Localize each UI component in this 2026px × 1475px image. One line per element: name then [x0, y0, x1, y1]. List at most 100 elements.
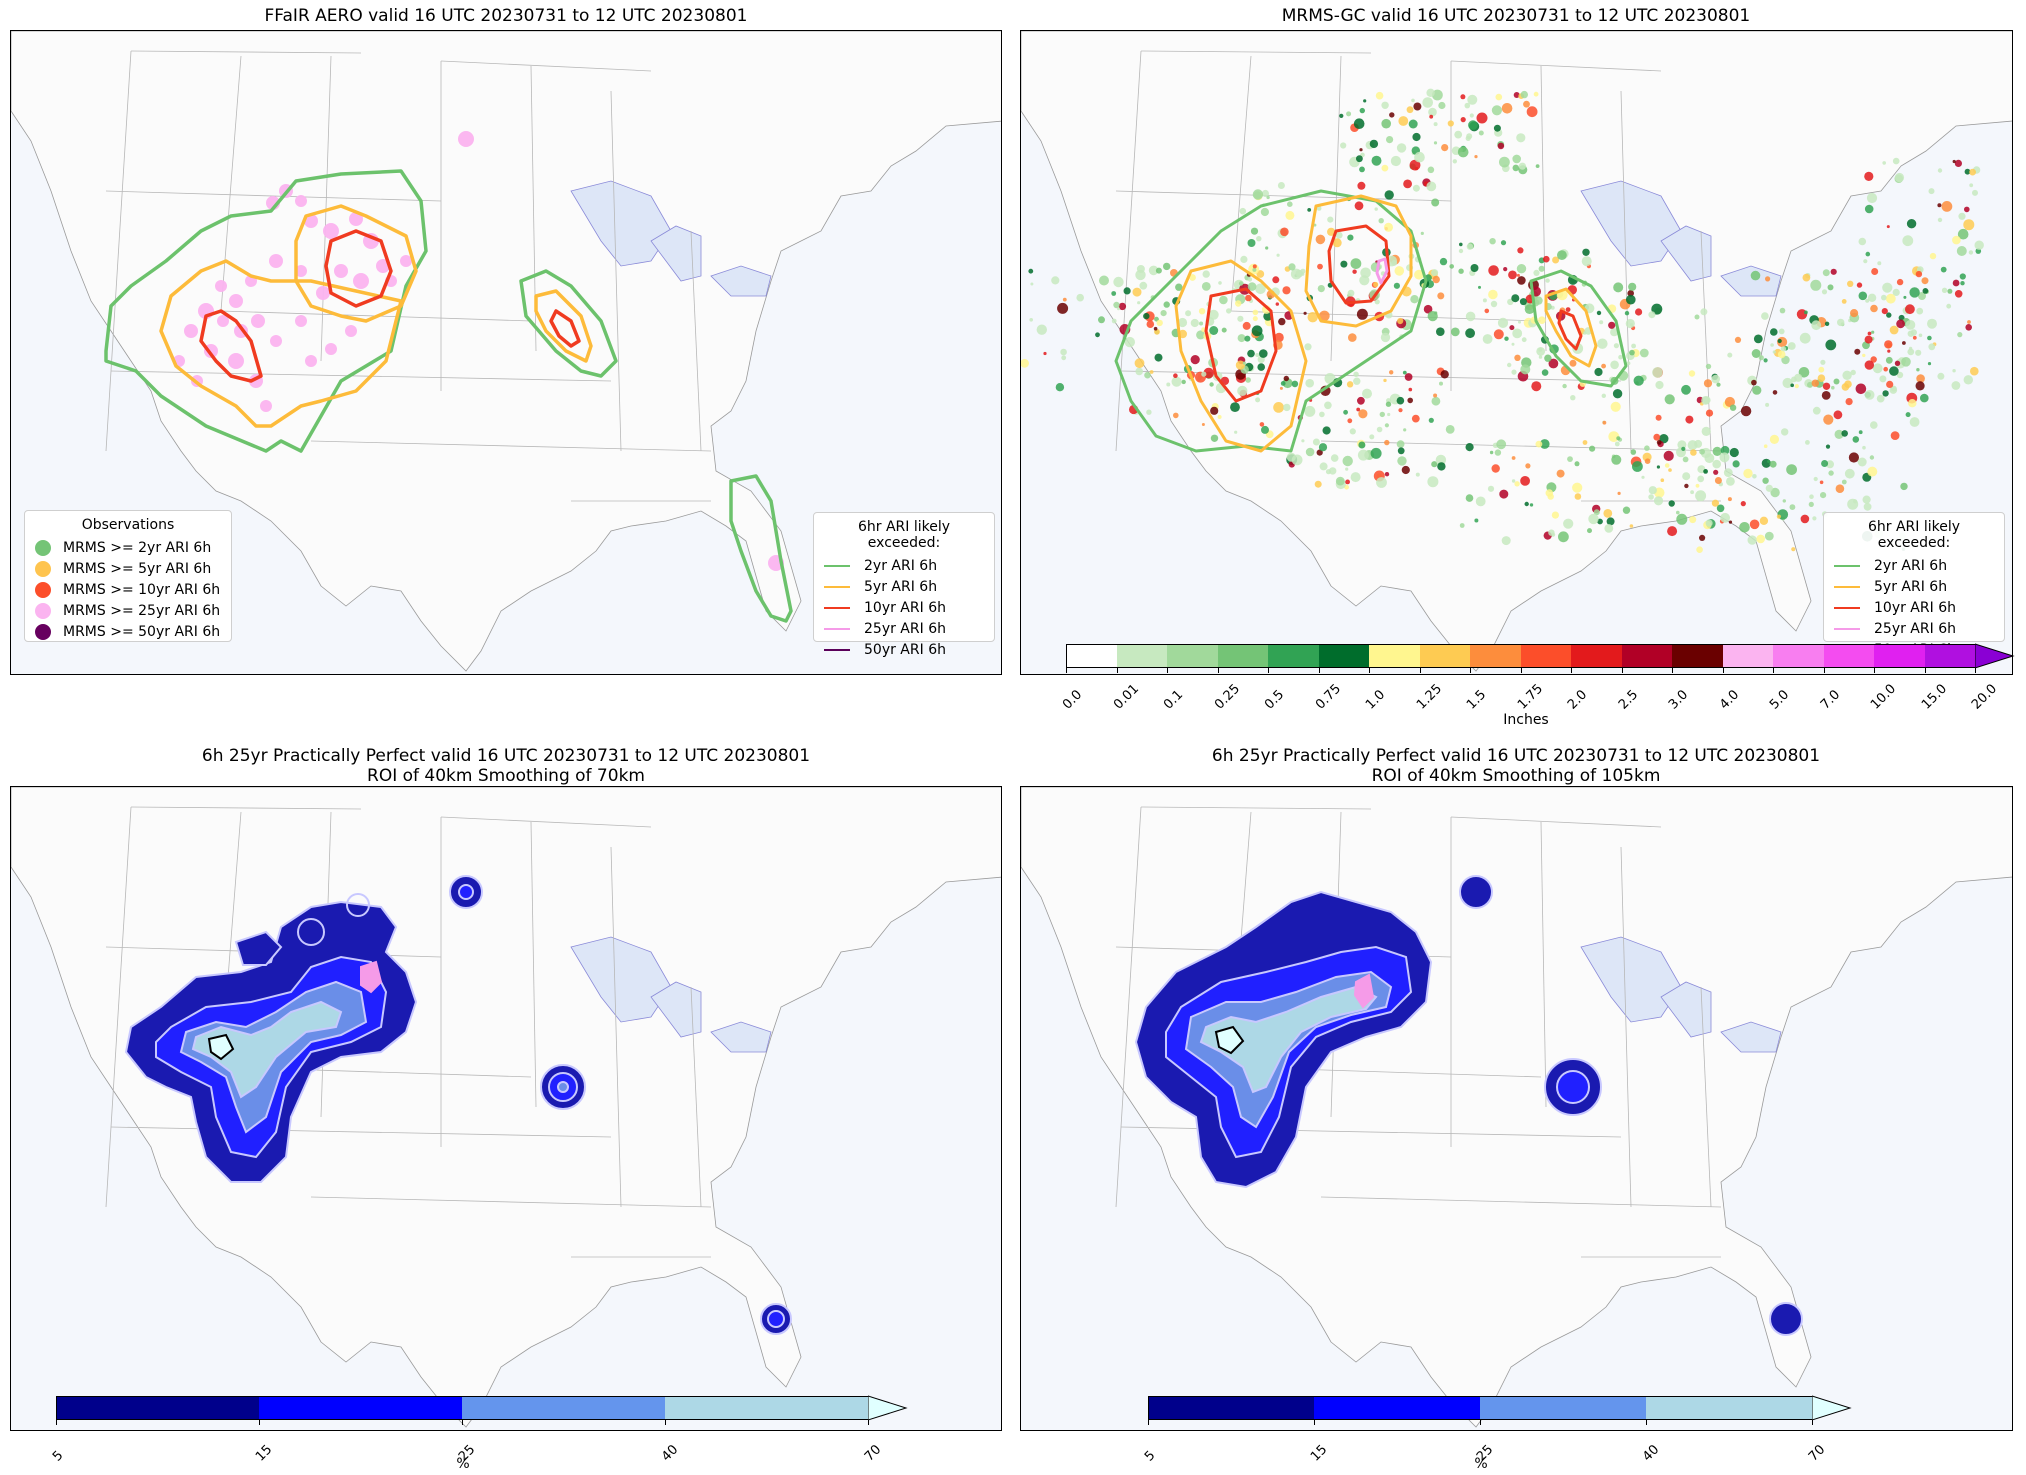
colorbar-segment: [1621, 644, 1672, 668]
colorbar-tick-mark: [1480, 1420, 1481, 1425]
colorbar-tick-label: 0.75: [1312, 681, 1344, 713]
obs-legend-label: MRMS >= 50yr ARI 6h: [63, 623, 221, 640]
colorbar-segment: [1148, 1396, 1314, 1420]
obs-legend-item: MRMS >= 5yr ARI 6h: [35, 558, 221, 579]
colorbar-segment: [1773, 644, 1824, 668]
ari-legend-label: 50yr ARI 6h: [864, 641, 946, 658]
legend-line: [824, 606, 850, 609]
legend-line: [1834, 627, 1860, 630]
colorbar-tick-label: 0.01: [1110, 681, 1142, 713]
colorbar-tick-mark: [1470, 668, 1471, 673]
colorbar-tick-mark: [1167, 668, 1168, 673]
legend-line: [1834, 606, 1860, 609]
obs-legend-item: MRMS >= 10yr ARI 6h: [35, 579, 221, 600]
colorbar-segment: [665, 1396, 868, 1420]
precip-colorbar: [1066, 643, 2015, 669]
colorbar-tick-label: 0.0: [1060, 687, 1086, 713]
obs-legend-item: MRMS >= 2yr ARI 6h: [35, 537, 221, 558]
colorbar-tick-label: 1.75: [1514, 681, 1546, 713]
colorbar-tick-mark: [1318, 668, 1320, 673]
panel-title-pp70-line2: ROI of 40km Smoothing of 70km: [367, 766, 645, 786]
colorbar-tick-mark: [259, 1420, 260, 1425]
colorbar-tick-mark: [1812, 1420, 1813, 1425]
legend-dot: [35, 602, 51, 619]
obs-legend-label: MRMS >= 2yr ARI 6h: [63, 539, 212, 556]
colorbar-tick-label: 2.0: [1565, 687, 1591, 713]
colorbar-segment: [1066, 644, 1117, 668]
colorbar-tick-mark: [1924, 668, 1926, 673]
ari-contours-mrms: [1114, 189, 1628, 453]
colorbar-tick-mark: [1571, 668, 1572, 673]
colorbar-tick-label: 40: [659, 1442, 682, 1465]
colorbar-tick-label: 20.0: [1969, 681, 2001, 713]
colorbar-segment: [56, 1396, 259, 1420]
legend-line: [1834, 564, 1860, 567]
colorbar-tick-label: 1.25: [1413, 681, 1445, 713]
legend-dot: [35, 581, 51, 598]
colorbar-segment: [1167, 644, 1218, 668]
ari-legend-title: 6hr ARI likely exceeded:: [1867, 519, 1961, 551]
ari-legend-mrms: 6hr ARI likely exceeded: 2yr ARI 6h 5yr …: [1823, 512, 2005, 658]
precip-colorbar-label: Inches: [1503, 712, 1549, 728]
legend-line: [824, 585, 850, 588]
map-ffair-canvas: [11, 31, 1001, 672]
colorbar-segment: [1268, 644, 1319, 668]
colorbar-segment: [259, 1396, 462, 1420]
colorbar-segment: [1874, 644, 1925, 668]
colorbar-extend-arrow: [1812, 1395, 1852, 1421]
obs-legend-label: MRMS >= 10yr ARI 6h: [63, 581, 221, 598]
ari-legend-label: 2yr ARI 6h: [1874, 557, 1948, 574]
panel-title-ffair: FFaIR AERO valid 16 UTC 20230731 to 12 U…: [264, 6, 748, 26]
colorbar-segment: [1480, 1396, 1646, 1420]
panel-title-pp70-line1: 6h 25yr Practically Perfect valid 16 UTC…: [201, 746, 811, 766]
legend-line: [824, 648, 850, 651]
colorbar-tick-label: 15: [1308, 1442, 1331, 1465]
basemap-pp105: [1021, 787, 2012, 1428]
probability-colorbar-70km-label: %: [456, 1456, 470, 1472]
colorbar-extend-arrow: [868, 1395, 908, 1421]
colorbar-tick-mark: [1672, 668, 1673, 673]
ari-legend-title: 6hr ARI likely exceeded:: [857, 519, 951, 551]
colorbar-segment: [1823, 644, 1874, 668]
colorbar-segment: [1116, 644, 1167, 668]
ari-legend-item: 10yr ARI 6h: [1834, 597, 1994, 618]
map-pp105-canvas: [1021, 787, 2012, 1428]
colorbar-segment: [1419, 644, 1470, 668]
colorbar-tick-mark: [1621, 668, 1623, 673]
colorbar-tick-mark: [1722, 668, 1724, 673]
colorbar-tick-label: 70: [1806, 1442, 1829, 1465]
colorbar-segment: [1571, 644, 1622, 668]
colorbar-tick-label: 0.25: [1211, 681, 1243, 713]
ari-legend-label: 10yr ARI 6h: [864, 599, 946, 616]
colorbar-segment: [1520, 644, 1571, 668]
colorbar-segment: [1646, 1396, 1812, 1420]
colorbar-tick-label: 15.0: [1918, 681, 1950, 713]
ari-legend-item: 2yr ARI 6h: [1834, 555, 1994, 576]
legend-line: [1834, 585, 1860, 588]
ari-legend-label: 2yr ARI 6h: [864, 557, 938, 574]
colorbar-tick-label: 2.5: [1615, 687, 1641, 713]
legend-dot: [35, 539, 51, 556]
ari-legend-item: 25yr ARI 6h: [1834, 618, 1994, 639]
ari-legend-item: 5yr ARI 6h: [824, 576, 984, 597]
probability-field-70km: [124, 875, 792, 1335]
colorbar-tick-mark: [1268, 668, 1269, 673]
colorbar-tick-label: 70: [862, 1442, 885, 1465]
legend-dot: [35, 560, 51, 577]
ari-legend-item: 25yr ARI 6h: [824, 618, 984, 639]
ari-legend-label: 5yr ARI 6h: [864, 578, 938, 595]
obs-legend-label: MRMS >= 5yr ARI 6h: [63, 560, 212, 577]
colorbar-tick-mark: [1520, 668, 1522, 673]
colorbar-tick-label: 10.0: [1868, 681, 1900, 713]
colorbar-tick-mark: [1116, 668, 1118, 673]
precip-field: [1021, 88, 1984, 553]
colorbar-tick-label: 0.5: [1262, 687, 1288, 713]
colorbar-tick-label: 7.0: [1817, 687, 1843, 713]
basemap-mrms: [1021, 31, 2012, 672]
panel-title-pp105-line1: 6h 25yr Practically Perfect valid 16 UTC…: [1211, 746, 1821, 766]
colorbar-tick-mark: [1823, 668, 1825, 673]
colorbar-tick-label: 1.5: [1464, 687, 1490, 713]
legend-dot: [35, 623, 51, 640]
colorbar-segment: [1369, 644, 1420, 668]
colorbar-tick-label: 3.0: [1666, 687, 1692, 713]
